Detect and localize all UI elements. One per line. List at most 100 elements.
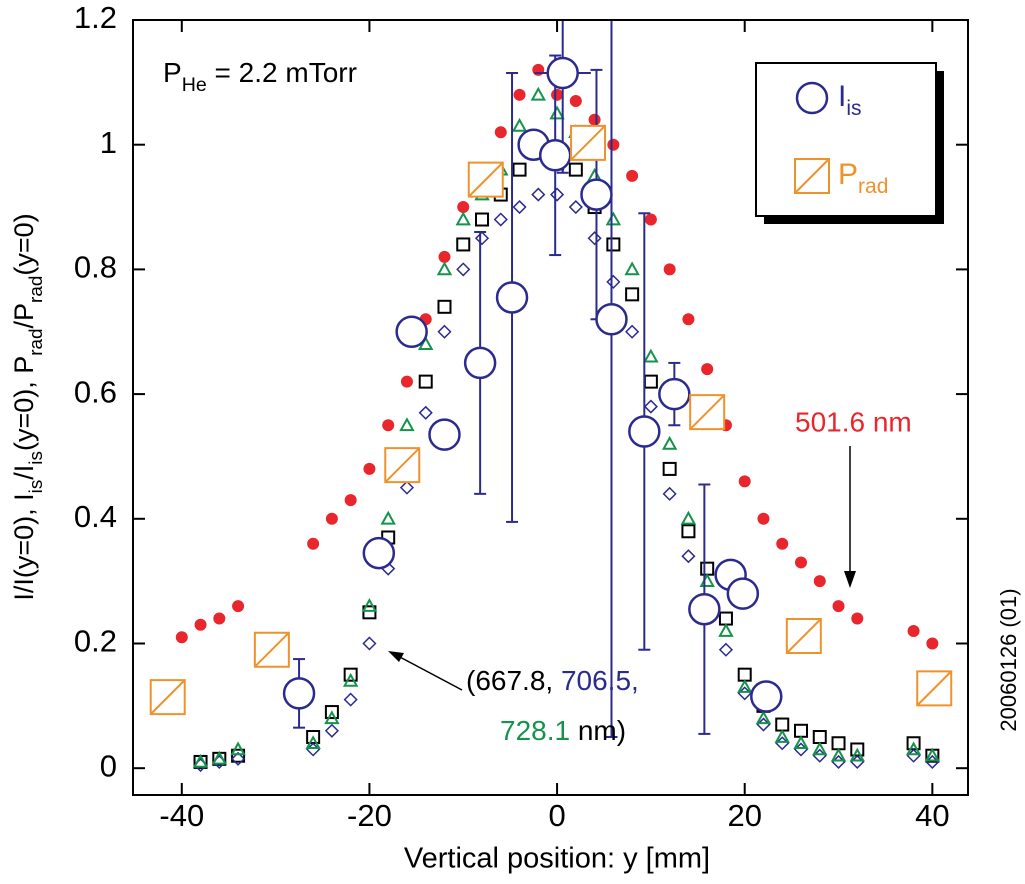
marker [324, 710, 340, 725]
y-tick-label: 1.2 [74, 0, 117, 35]
wavelength-note-part: nm) [570, 715, 626, 746]
x-tick-label: -20 [347, 798, 392, 833]
marker [457, 201, 470, 214]
marker [232, 600, 245, 613]
marker [831, 736, 846, 751]
marker [343, 667, 358, 682]
marker [344, 494, 357, 507]
legend-marker [795, 81, 829, 115]
marker [467, 161, 504, 198]
marker [643, 348, 659, 363]
marker [418, 405, 433, 420]
marker [681, 524, 696, 539]
y-tick-label: 0.2 [74, 624, 117, 659]
marker [812, 741, 828, 756]
marker [305, 735, 321, 750]
marker [493, 212, 508, 227]
plot-frame [132, 19, 969, 796]
marker [437, 299, 452, 314]
marker [231, 751, 246, 766]
marker [830, 747, 847, 762]
marker [776, 537, 789, 550]
marker [628, 415, 661, 448]
marker [606, 237, 621, 252]
marker [307, 537, 320, 550]
marker [475, 212, 490, 227]
marker [793, 735, 809, 750]
marker [658, 377, 691, 411]
marker [568, 199, 583, 215]
marker [362, 636, 377, 651]
marker [916, 670, 953, 707]
y-axis-label-part: (y=0), P [9, 356, 39, 451]
marker [213, 612, 226, 625]
y-tick-label: 0.6 [74, 374, 117, 409]
marker [230, 741, 246, 756]
marker [382, 419, 395, 432]
y-tick-label: 0.4 [74, 499, 117, 534]
y-axis-label-part: rad [26, 328, 47, 355]
marker [605, 211, 622, 226]
x-axis-label: Vertical position: y [mm] [404, 843, 710, 875]
marker [362, 536, 396, 570]
y-axis-label-part: /P [9, 303, 39, 329]
marker [363, 462, 376, 475]
marker [194, 618, 207, 631]
marker [662, 461, 677, 476]
marker [436, 261, 453, 276]
marker [681, 549, 696, 564]
marker [456, 237, 471, 252]
marker [253, 631, 290, 668]
marker [494, 126, 507, 139]
y-tick-label: 0.8 [74, 250, 117, 285]
marker [832, 600, 845, 613]
marker [626, 169, 639, 182]
legend-box [755, 62, 937, 217]
marker [774, 728, 790, 743]
marker [849, 747, 865, 762]
marker [794, 723, 808, 738]
marker [550, 187, 565, 202]
marker [701, 363, 714, 376]
marker [718, 622, 734, 637]
marker [400, 375, 413, 388]
marker [324, 723, 339, 738]
marker [463, 346, 497, 380]
marker [511, 117, 528, 132]
pressure-label-part: P [163, 57, 182, 88]
marker [546, 56, 579, 90]
marker [738, 475, 751, 488]
marker [474, 231, 490, 246]
x-tick-label: 20 [727, 798, 761, 833]
marker [399, 480, 415, 495]
pressure-label: PHe = 2.2 mTorr [163, 57, 357, 96]
marker [342, 672, 359, 687]
marker [343, 692, 358, 707]
marker [211, 750, 228, 765]
marker [530, 86, 547, 101]
marker [395, 315, 428, 348]
y-axis-label-part: is [26, 451, 47, 465]
marker [175, 631, 188, 644]
annotations: (667.8, 706.5, 728.1 nm) 501.6 nm [388, 406, 912, 746]
marker [512, 199, 527, 215]
pressure-label-part: He [182, 74, 207, 96]
marker [926, 637, 939, 650]
marker [737, 679, 753, 693]
marker [689, 394, 726, 431]
marker [905, 741, 922, 756]
wavelength-note-part: 706.5, [561, 665, 639, 696]
marker [924, 747, 941, 762]
legend-label-sub: is [846, 97, 861, 120]
legend-label-main: P [838, 158, 858, 191]
y-axis-label-part: rad [26, 276, 47, 303]
marker [775, 717, 790, 732]
marker [624, 261, 640, 276]
marker [700, 561, 715, 576]
side-label: 20060126 (01) [996, 588, 1021, 731]
marker [551, 88, 564, 101]
marker [495, 281, 529, 314]
marker [812, 730, 827, 745]
marker [384, 447, 421, 484]
marker [644, 213, 657, 226]
